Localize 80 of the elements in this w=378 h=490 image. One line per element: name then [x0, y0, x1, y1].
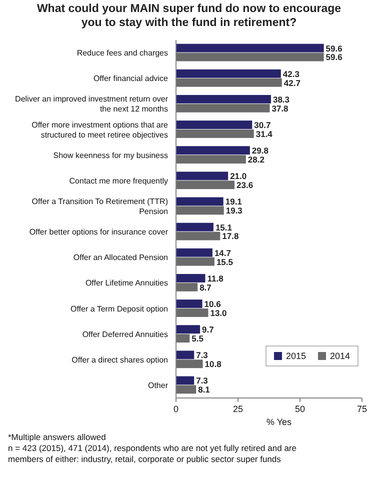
y-tick-label: Offer better options for insurance cover — [29, 228, 168, 237]
bar — [176, 94, 271, 104]
bar — [176, 376, 194, 385]
text: 19.1 — [225, 196, 242, 207]
text: 11.8 — [207, 273, 224, 284]
bar — [176, 155, 246, 164]
text: 7.3 — [196, 350, 208, 360]
bar — [176, 172, 228, 180]
text: 30.7 — [254, 120, 271, 130]
y-tick-label: Offer an Allocated Pension — [73, 253, 168, 262]
bar — [176, 248, 212, 257]
bar — [176, 146, 250, 155]
bar — [176, 222, 214, 232]
text: 59.6 — [326, 43, 342, 54]
y-tick-label: Offer a Transition To Retirement (TTR) Pension — [32, 197, 168, 216]
text: 38.3 — [272, 94, 290, 104]
bar — [176, 78, 282, 87]
bar — [176, 44, 324, 52]
text: 10.8 — [204, 359, 222, 370]
text: n = 423 (2015), 471 (2014), respondents who are not yet fully retired and are members of either: industry, retail, corporate or public sector super funds — [8, 443, 297, 464]
y-tick-label: Reduce fees and charges — [76, 48, 168, 58]
text: 28.2 — [248, 154, 264, 165]
legend-label: 2015 — [286, 351, 306, 362]
y-tick-label: Offer Lifetime Annuities — [85, 278, 168, 288]
y-tick-label: Offer more investment options that are structured to meet retiree objectives — [32, 120, 169, 140]
text: 15.1 — [215, 222, 232, 232]
x-tick-label: 25 — [232, 404, 244, 414]
text: 59.6 — [326, 52, 342, 62]
legend-label: 2014 — [330, 351, 350, 362]
bar — [176, 130, 254, 138]
text: 13.0 — [210, 308, 227, 318]
bar — [176, 197, 224, 206]
bar — [176, 206, 224, 215]
y-tick-label: Offer a direct shares option — [72, 355, 168, 364]
text: 17.8 — [222, 231, 239, 242]
y-tick-label: Offer a Term Deposit option — [70, 304, 168, 314]
text: 21.0 — [230, 171, 247, 182]
x-tick-label: 50 — [294, 404, 306, 414]
text: *Multiple answers allowed — [8, 432, 106, 442]
bar — [176, 257, 214, 266]
bar — [176, 274, 206, 282]
text: 23.6 — [236, 180, 254, 190]
x-tick-label: 75 — [356, 404, 368, 414]
text: 8.1 — [198, 384, 210, 395]
bar — [176, 325, 200, 334]
bar — [176, 308, 208, 317]
bar — [176, 69, 281, 78]
text: 5.5 — [192, 334, 204, 344]
y-tick-label: Other — [148, 381, 168, 390]
bar — [176, 385, 196, 394]
text: 29.8 — [252, 146, 268, 156]
bar — [176, 360, 203, 368]
y-tick-label: Deliver an improved investment return over the next 12 months — [15, 94, 168, 114]
bar — [176, 282, 198, 292]
bar — [176, 300, 202, 308]
text: 9.7 — [202, 324, 214, 335]
text: 42.7 — [284, 78, 300, 88]
bar — [176, 350, 194, 360]
y-tick-label: Show keenness for my business — [53, 150, 168, 160]
bar — [176, 120, 252, 129]
text: 31.4 — [256, 128, 272, 139]
text: 19.3 — [226, 206, 242, 216]
chart-title: What could your MAIN super fund do now to encourage you to stay with the fund in retirement? — [36, 3, 342, 29]
text: 15.5 — [216, 256, 233, 267]
text: 7.3 — [196, 376, 208, 386]
text: 37.8 — [272, 103, 288, 114]
bar — [176, 334, 190, 343]
bar — [176, 104, 270, 112]
y-tick-label: Contact me more frequently — [69, 176, 168, 186]
text: 8.7 — [200, 282, 212, 292]
y-tick-label: Offer Deferred Annuities — [82, 330, 168, 339]
text: 14.7 — [214, 248, 232, 258]
y-tick-label: Offer financial advice — [93, 74, 169, 84]
x-tick-label: 0 — [173, 404, 179, 414]
text: 10.6 — [204, 299, 221, 309]
bar — [176, 180, 235, 190]
bar — [176, 232, 220, 240]
x-axis-title: % Yes — [266, 417, 292, 427]
bar — [176, 52, 324, 62]
text: 42.3 — [282, 68, 300, 79]
